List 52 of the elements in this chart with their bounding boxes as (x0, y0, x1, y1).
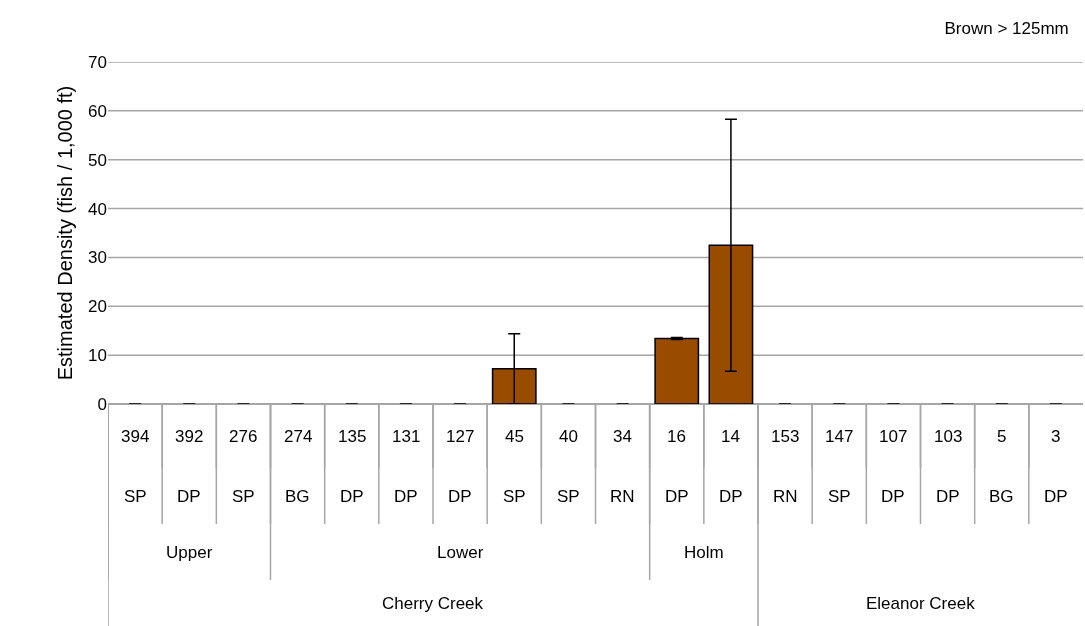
text: DP (340, 487, 364, 506)
x-tick-label: 34 (613, 427, 632, 446)
x-tick-label: 131 (392, 427, 421, 446)
text: BG (989, 487, 1014, 506)
text: Upper (166, 543, 213, 562)
bar (654, 337, 700, 404)
x-tick-label: 147 (825, 427, 854, 446)
text: DP (177, 487, 201, 506)
x-tick-label: 40 (559, 427, 578, 446)
text: Eleanor Creek (866, 594, 976, 613)
text: DP (936, 487, 960, 506)
text: RN (610, 487, 635, 506)
text: SP (828, 487, 851, 506)
x-tick-label: 14 (721, 427, 740, 446)
text: Cherry Creek (382, 594, 484, 613)
y-axis-title: Estimated Density (fish / 1,000 ft) (53, 85, 76, 381)
chart-title: Brown > 125mm (944, 18, 1069, 38)
x-tick-label: 5 (997, 427, 1007, 446)
y-tick-label: 70 (88, 52, 107, 72)
text: BG (285, 487, 310, 506)
y-tick-label: 10 (88, 346, 107, 366)
x-tick-label: 153 (771, 427, 800, 446)
x-tick-label: 103 (934, 427, 963, 446)
text: RN (773, 487, 798, 506)
x-tick-label: 135 (338, 427, 367, 446)
text: SP (124, 487, 147, 506)
y-tick-label: 50 (88, 150, 107, 170)
x-tick-label: 392 (175, 427, 204, 446)
x-tick-label: 107 (879, 427, 908, 446)
text: DP (881, 487, 905, 506)
y-tick-label: 60 (88, 101, 107, 121)
y-tick-label: 40 (88, 199, 107, 219)
text: DP (394, 487, 418, 506)
y-tick-label: 20 (88, 297, 107, 317)
x-tick-label: 394 (121, 427, 150, 446)
x-tick-label: 274 (284, 427, 313, 446)
text: DP (665, 487, 689, 506)
x-tick-label: 16 (667, 427, 686, 446)
text: Lower (437, 543, 484, 562)
y-tick-label: 30 (88, 248, 107, 268)
y-tick-label: 0 (97, 394, 107, 414)
x-tick-label: 45 (505, 427, 524, 446)
x-tick-label: 276 (229, 427, 258, 446)
text: SP (503, 487, 526, 506)
text: SP (557, 487, 580, 506)
text: DP (448, 487, 472, 506)
x-tick-label: 127 (446, 427, 475, 446)
x-tick-label: 3 (1051, 427, 1061, 446)
text: Holm (684, 543, 724, 562)
text: DP (1044, 487, 1068, 506)
text: DP (719, 487, 743, 506)
text: SP (232, 487, 255, 506)
